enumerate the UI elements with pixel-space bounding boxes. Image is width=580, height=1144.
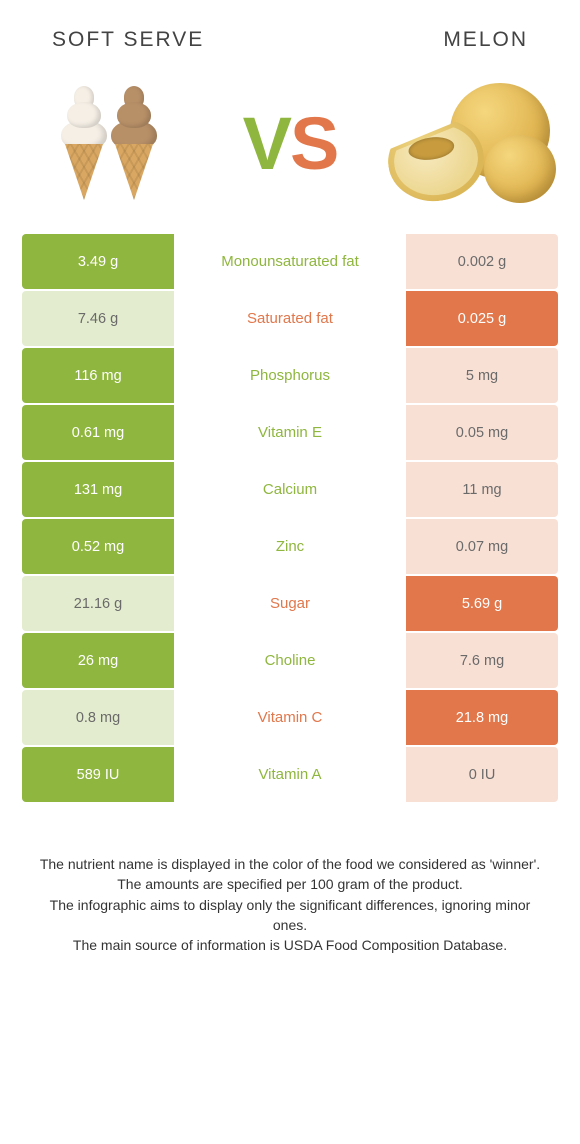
left-value: 131 mg (22, 462, 174, 517)
header: Soft serve Melon (0, 0, 580, 62)
nutrient-label: Vitamin E (174, 405, 406, 460)
right-value: 0 IU (406, 747, 558, 802)
vs-s: S (290, 102, 337, 185)
nutrient-label: Vitamin A (174, 747, 406, 802)
footer-line: The amounts are specified per 100 gram o… (36, 874, 544, 894)
right-value: 5.69 g (406, 576, 558, 631)
soft-serve-image (24, 74, 194, 214)
table-row: 21.16 gSugar5.69 g (22, 576, 558, 631)
right-value: 0.07 mg (406, 519, 558, 574)
left-value: 26 mg (22, 633, 174, 688)
left-value: 589 IU (22, 747, 174, 802)
right-value: 0.05 mg (406, 405, 558, 460)
table-row: 7.46 gSaturated fat0.025 g (22, 291, 558, 346)
table-row: 0.8 mgVitamin C21.8 mg (22, 690, 558, 745)
melon-image (386, 74, 556, 214)
nutrient-label: Calcium (174, 462, 406, 517)
table-row: 0.52 mgZinc0.07 mg (22, 519, 558, 574)
nutrient-label: Phosphorus (174, 348, 406, 403)
table-row: 26 mgCholine7.6 mg (22, 633, 558, 688)
nutrient-label: Vitamin C (174, 690, 406, 745)
table-row: 589 IUVitamin A0 IU (22, 747, 558, 802)
left-food-title: Soft serve (52, 28, 204, 52)
right-value: 5 mg (406, 348, 558, 403)
vs-row: VS (0, 62, 580, 234)
left-value: 0.61 mg (22, 405, 174, 460)
left-value: 0.8 mg (22, 690, 174, 745)
left-value: 7.46 g (22, 291, 174, 346)
left-value: 116 mg (22, 348, 174, 403)
nutrient-label: Choline (174, 633, 406, 688)
right-food-title: Melon (443, 28, 528, 52)
table-row: 131 mgCalcium11 mg (22, 462, 558, 517)
nutrient-label: Monounsaturated fat (174, 234, 406, 289)
footer-notes: The nutrient name is displayed in the co… (0, 804, 580, 955)
vs-v: V (243, 102, 290, 185)
nutrient-label: Zinc (174, 519, 406, 574)
table-row: 116 mgPhosphorus5 mg (22, 348, 558, 403)
right-value: 21.8 mg (406, 690, 558, 745)
right-value: 0.002 g (406, 234, 558, 289)
right-value: 7.6 mg (406, 633, 558, 688)
left-value: 21.16 g (22, 576, 174, 631)
right-value: 11 mg (406, 462, 558, 517)
right-value: 0.025 g (406, 291, 558, 346)
left-value: 3.49 g (22, 234, 174, 289)
footer-line: The nutrient name is displayed in the co… (36, 854, 544, 874)
nutrient-label: Sugar (174, 576, 406, 631)
footer-line: The infographic aims to display only the… (36, 895, 544, 936)
nutrition-table: 3.49 gMonounsaturated fat0.002 g7.46 gSa… (0, 234, 580, 802)
left-value: 0.52 mg (22, 519, 174, 574)
nutrient-label: Saturated fat (174, 291, 406, 346)
vs-label: VS (243, 107, 338, 181)
table-row: 0.61 mgVitamin E0.05 mg (22, 405, 558, 460)
table-row: 3.49 gMonounsaturated fat0.002 g (22, 234, 558, 289)
footer-line: The main source of information is USDA F… (36, 935, 544, 955)
